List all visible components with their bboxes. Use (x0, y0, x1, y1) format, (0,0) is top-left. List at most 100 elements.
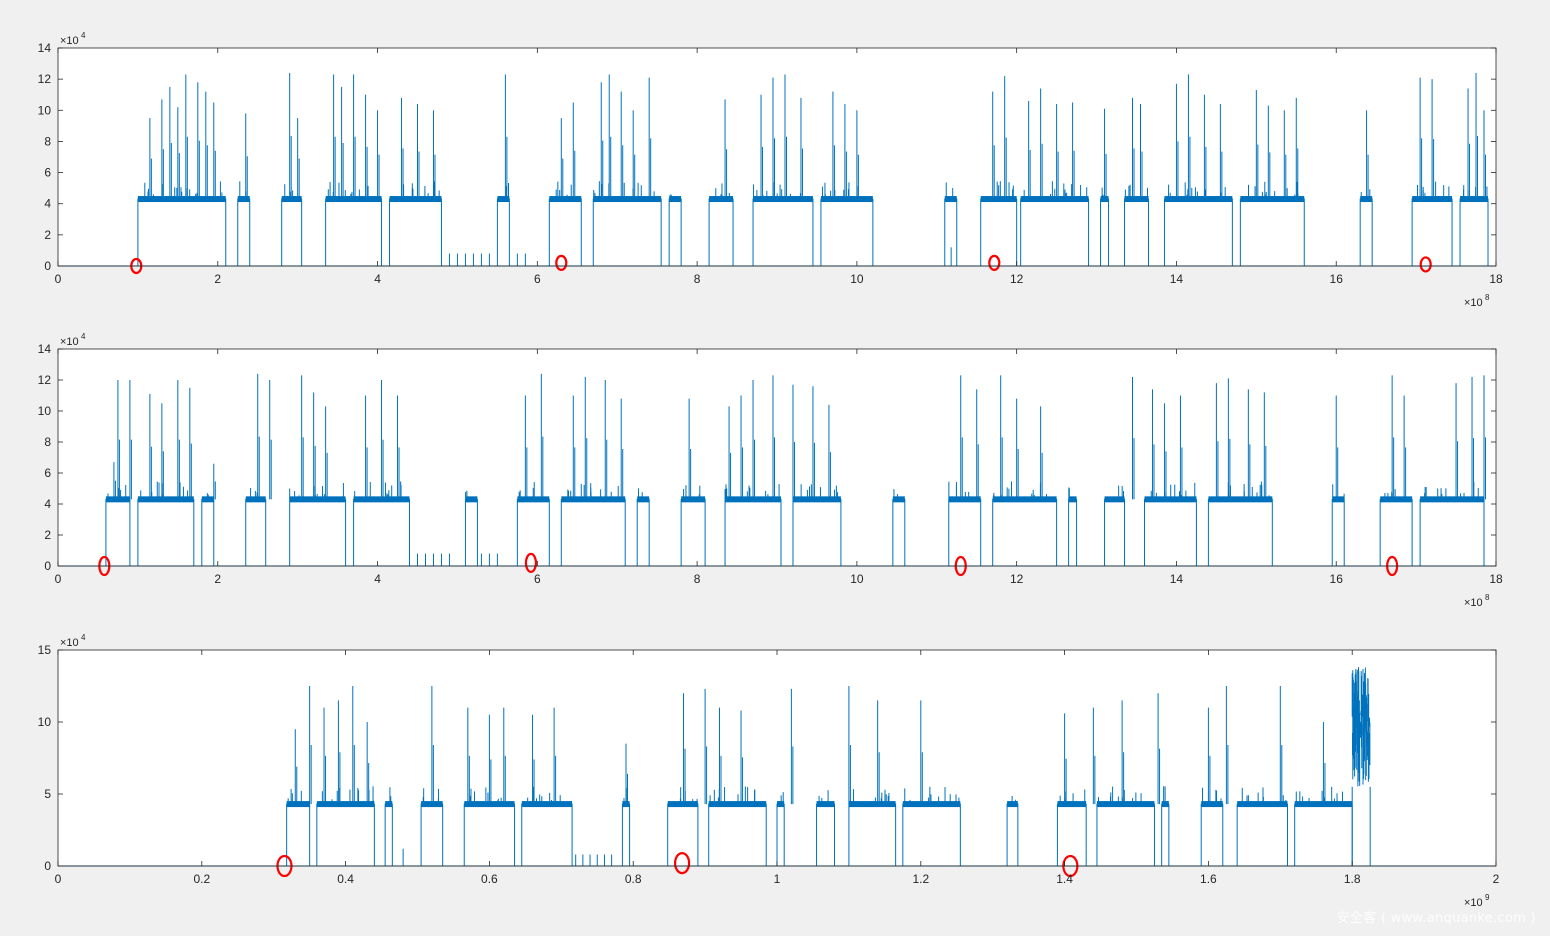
plateau-noise (709, 196, 734, 203)
plateau-noise (792, 496, 841, 503)
x-exponent-base: ×10 (1464, 597, 1483, 609)
plateau-noise (325, 196, 382, 203)
plateau-noise (521, 801, 573, 808)
watermark: 安全客 ( www.anquanke.com ) (1336, 911, 1536, 926)
x-tick-label: 0.6 (481, 872, 498, 886)
plateau-noise (948, 496, 981, 503)
axes-frame (57, 47, 1497, 267)
plateau-noise (980, 196, 1017, 203)
plateau-noise (848, 801, 896, 808)
plateau-noise (1420, 496, 1485, 503)
x-tick-label: 0.8 (625, 872, 642, 886)
y-exponent-base: ×10 (60, 336, 79, 348)
x-tick-label: 8 (694, 572, 701, 586)
x-tick-label: 2 (214, 272, 221, 286)
plateau-noise (1104, 496, 1125, 503)
x-exponent-power: 9 (1485, 893, 1490, 902)
x-tick-label: 10 (850, 272, 864, 286)
signal-trace (58, 373, 1496, 567)
plateau-noise (1068, 496, 1077, 503)
y-exponent-base: ×10 (60, 35, 79, 47)
axes-background (58, 48, 1496, 266)
event-marker (673, 852, 691, 875)
plateau-noise (637, 496, 650, 503)
x-tick-label: 6 (534, 572, 541, 586)
plateau-noise (669, 196, 682, 203)
plateau-noise (1412, 196, 1453, 203)
plateau-noise (286, 801, 310, 808)
y-tick-label: 10 (38, 103, 52, 117)
plateau-noise (137, 196, 226, 203)
x-tick-label: 14 (1170, 572, 1184, 586)
plateau-noise (777, 801, 785, 808)
plateau-noise (237, 196, 250, 203)
plateau-noise (1237, 801, 1288, 808)
axes-background (58, 349, 1496, 566)
event-marker (988, 254, 1001, 271)
y-tick-label: 6 (44, 166, 51, 180)
plateau-noise (1020, 196, 1089, 203)
y-tick-label: 12 (38, 373, 52, 387)
x-tick-label: 0.4 (337, 872, 354, 886)
plateau-noise (667, 801, 698, 808)
plateau-noise (1201, 801, 1223, 808)
x-tick-label: 4 (374, 272, 381, 286)
plateau-noise (561, 496, 626, 503)
plateau-noise (708, 801, 767, 808)
event-marker (1419, 256, 1432, 273)
x-tick-label: 4 (374, 572, 381, 586)
y-tick-label: 2 (44, 528, 51, 542)
x-tick-label: 16 (1330, 272, 1344, 286)
x-tick-label: 10 (850, 572, 864, 586)
x-tick-label: 0 (55, 572, 62, 586)
x-tick-label: 6 (534, 272, 541, 286)
x-tick-label: 1 (774, 872, 781, 886)
plateau-noise (1360, 196, 1373, 203)
plateau-noise (316, 801, 375, 808)
plateau-noise (137, 496, 194, 503)
y-exponent-base: ×10 (60, 637, 79, 649)
plateau-noise (892, 496, 905, 503)
x-tick-label: 18 (1489, 272, 1503, 286)
x-tick-label: 18 (1489, 572, 1503, 586)
y-tick-label: 0 (44, 259, 51, 273)
y-tick-label: 15 (38, 643, 52, 657)
y-tick-label: 4 (44, 497, 51, 511)
y-tick-label: 0 (44, 559, 51, 573)
x-tick-label: 12 (1010, 572, 1024, 586)
x-tick-label: 1.2 (912, 872, 929, 886)
y-tick-label: 0 (44, 859, 51, 873)
plateau-noise (1208, 496, 1273, 503)
y-tick-label: 8 (44, 435, 51, 449)
plateau-noise (1057, 801, 1087, 808)
y-exponent-power: 4 (81, 332, 86, 341)
y-tick-label: 10 (38, 715, 52, 729)
x-exponent-power: 8 (1485, 293, 1490, 302)
y-tick-label: 12 (38, 72, 52, 86)
plateau-noise (944, 196, 957, 203)
x-exponent-power: 8 (1485, 593, 1490, 602)
y-tick-label: 10 (38, 404, 52, 418)
x-tick-label: 14 (1170, 272, 1184, 286)
y-tick-label: 4 (44, 197, 51, 211)
x-tick-label: 8 (694, 272, 701, 286)
plateau-noise (549, 196, 582, 203)
x-tick-label: 1.8 (1344, 872, 1361, 886)
plateau-noise (281, 196, 302, 203)
plateau-noise (593, 196, 662, 203)
x-exponent-base: ×10 (1464, 297, 1483, 309)
y-tick-label: 14 (38, 41, 52, 55)
x-tick-label: 2 (1493, 872, 1500, 886)
x-tick-label: 1.6 (1200, 872, 1217, 886)
y-tick-label: 5 (44, 787, 51, 801)
plateau-noise (1096, 801, 1155, 808)
y-tick-label: 2 (44, 228, 51, 242)
x-tick-label: 16 (1330, 572, 1344, 586)
plateau-noise (753, 196, 813, 203)
y-exponent-power: 4 (81, 633, 86, 642)
plateau-noise (816, 801, 835, 808)
